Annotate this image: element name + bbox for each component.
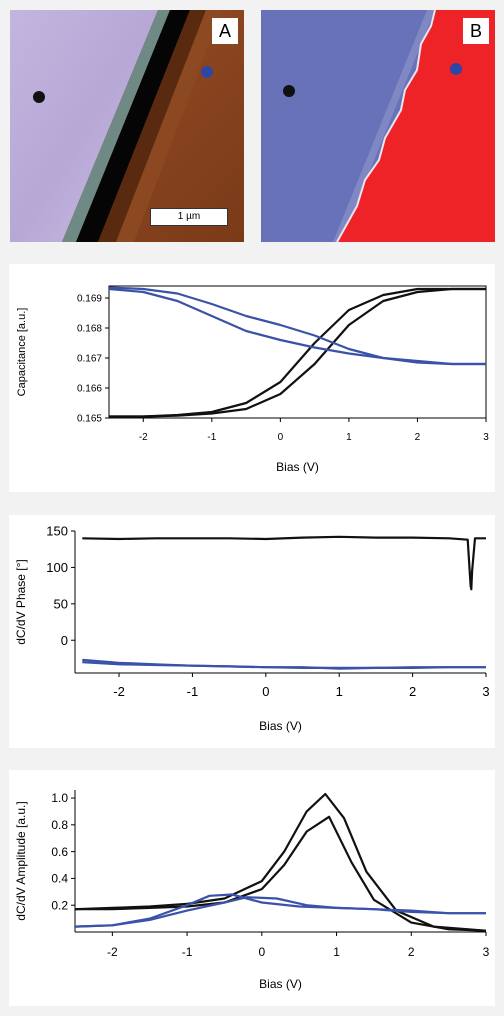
x-tick-label: 2 (409, 684, 416, 699)
y-tick-label: 0.166 (77, 384, 102, 395)
series-line-black-1 (109, 287, 486, 418)
series-line-black-0 (82, 535, 486, 591)
x-tick-label: 2 (415, 432, 421, 443)
x-tick-label: 0 (262, 684, 269, 699)
marker-black-b (283, 85, 295, 97)
x-tick-label: 3 (483, 945, 490, 959)
x-tick-label: -1 (187, 684, 199, 699)
series-line-blue-2 (74, 893, 486, 928)
marker-black-a (33, 91, 45, 103)
x-tick-label: 1 (336, 684, 343, 699)
y-axis-label: dC/dV Amplitude [a.u.] (14, 801, 28, 920)
marker-blue-b (450, 63, 462, 75)
marker-blue-a (201, 66, 213, 78)
x-tick-label: 1 (333, 945, 340, 959)
amplitude-chart: -2 -1 0 1 2 3 0.2 0.4 0.6 0.8 1.0 Bias (V) dC/dV Amp… (14, 790, 490, 991)
y-axis-label: dC/dV Phase [°] (14, 559, 28, 645)
x-axis-label: Bias (V) (259, 719, 302, 733)
capacitance-chart: -2 -1 0 1 2 3 0.165 0.166 0.167 0.168 0.169 Bias (V… (16, 285, 489, 474)
y-tick-label: 0.8 (51, 818, 68, 832)
y-tick-label: 0.169 (77, 294, 102, 305)
series-line-blue-2 (82, 661, 486, 669)
phase-chart: -2 -1 0 1 2 3 0 50 100 150 Bias (V) dC/dV Phase [°] (14, 524, 490, 733)
series-line-blue-3 (74, 896, 486, 928)
panel-a-label: A (212, 18, 238, 44)
x-tick-label: 2 (408, 945, 415, 959)
x-tick-label: 3 (483, 432, 489, 443)
y-axis-label: Capacitance [a.u.] (16, 308, 28, 397)
series-line-black-0 (75, 815, 487, 932)
y-tick-label: 0.4 (51, 872, 68, 886)
x-tick-label: -1 (207, 432, 216, 443)
scale-bar-label: 1 µm (177, 211, 201, 222)
y-tick-label: 0.165 (77, 414, 102, 425)
x-tick-label: -1 (182, 945, 193, 959)
x-tick-label: -2 (107, 945, 118, 959)
y-tick-label: 50 (54, 596, 68, 611)
series-line-black-1 (74, 792, 487, 932)
panel-a-map (10, 10, 244, 242)
x-tick-label: 3 (482, 684, 489, 699)
capacitance-chart-card: -2 -1 0 1 2 3 0.165 0.166 0.167 0.168 0.169 Bias (V… (9, 264, 495, 492)
y-tick-label: 0.168 (77, 324, 102, 335)
y-tick-label: 100 (46, 560, 68, 575)
panel-b-label: B (463, 18, 489, 44)
x-tick-label: -2 (113, 684, 125, 699)
axes: -2 -1 0 1 2 3 0.165 0.166 0.167 0.168 0.169 (77, 285, 489, 443)
scale-bar: 1 µm (150, 208, 228, 226)
y-tick-label: 1.0 (51, 791, 68, 805)
x-axis-label: Bias (V) (276, 460, 319, 474)
x-tick-label: 0 (258, 945, 265, 959)
x-axis-label: Bias (V) (259, 977, 302, 991)
axes: -2 -1 0 1 2 3 0 50 100 150 (46, 524, 489, 699)
y-tick-label: 0.2 (51, 898, 68, 912)
panel-b-map (261, 10, 495, 242)
phase-chart-card: -2 -1 0 1 2 3 0 50 100 150 Bias (V) dC/dV Phase [°] (9, 515, 495, 748)
y-tick-label: 150 (46, 524, 68, 539)
x-tick-label: -2 (139, 432, 148, 443)
amplitude-chart-card: -2 -1 0 1 2 3 0.2 0.4 0.6 0.8 1.0 Bias (V) dC/dV Amp… (9, 770, 495, 1006)
series-line-blue-3 (108, 287, 486, 366)
x-tick-label: 0 (278, 432, 284, 443)
plot-frame (108, 285, 487, 419)
y-tick-label: 0.167 (77, 354, 102, 365)
series-line-black-0 (109, 287, 486, 418)
x-tick-label: 1 (346, 432, 352, 443)
series-line-blue-2 (108, 286, 486, 366)
y-tick-label: 0.6 (51, 845, 68, 859)
panel-a-image: A 1 µm (10, 10, 244, 242)
axes: -2 -1 0 1 2 3 0.2 0.4 0.6 0.8 1.0 (51, 790, 490, 959)
panel-b-image: B (261, 10, 495, 242)
y-tick-label: 0 (61, 633, 68, 648)
